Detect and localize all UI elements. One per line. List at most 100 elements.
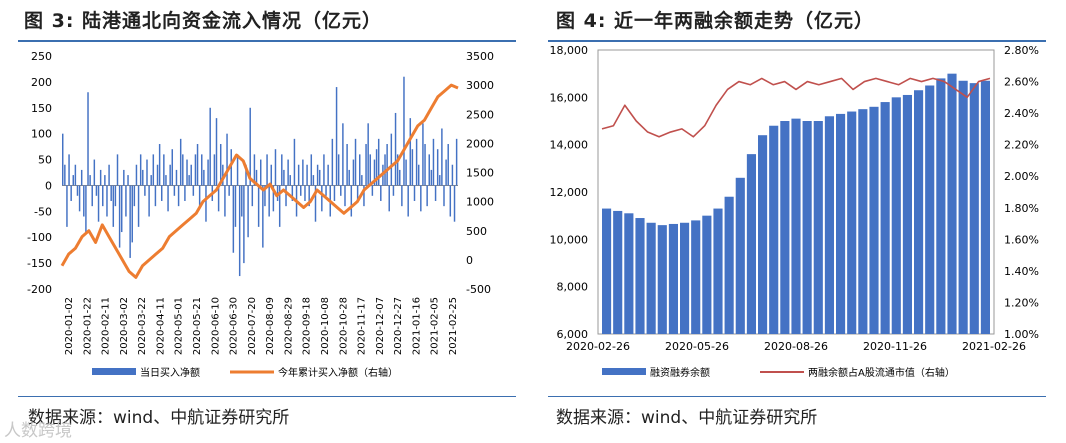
daily-net-buy-bar bbox=[247, 185, 249, 238]
daily-net-buy-bar bbox=[207, 159, 209, 186]
daily-net-buy-bar bbox=[262, 185, 264, 248]
daily-net-buy-bar bbox=[447, 144, 449, 186]
daily-net-buy-bar bbox=[278, 185, 281, 227]
daily-net-buy-bar bbox=[125, 185, 127, 217]
daily-net-buy-bar bbox=[146, 159, 148, 186]
daily-net-buy-bar bbox=[245, 164, 247, 186]
daily-net-buy-bar bbox=[219, 144, 222, 186]
daily-net-buy-bar bbox=[217, 185, 220, 212]
right-y-tick-label: -500 bbox=[466, 283, 491, 296]
daily-net-buy-bar bbox=[396, 154, 399, 186]
left-y-tick-label: -100 bbox=[27, 231, 52, 244]
daily-net-buy-bar bbox=[291, 185, 294, 201]
right-y-tick-label: 2000 bbox=[466, 137, 494, 150]
daily-net-buy-bar bbox=[436, 149, 439, 186]
daily-net-buy-bar bbox=[314, 185, 317, 222]
daily-net-buy-bar bbox=[394, 112, 397, 186]
margin-balance-bar bbox=[858, 109, 868, 335]
daily-net-buy-bar bbox=[62, 133, 64, 186]
margin-balance-bar bbox=[936, 78, 946, 335]
daily-net-buy-bar bbox=[411, 149, 414, 186]
legend-bar-swatch bbox=[92, 368, 136, 375]
x-tick-label: 2020-01-22 bbox=[82, 297, 93, 355]
margin-balance-bar bbox=[891, 97, 901, 334]
daily-net-buy-bar bbox=[449, 185, 452, 217]
left-source-rule bbox=[18, 396, 516, 397]
daily-net-buy-bar bbox=[380, 185, 382, 201]
daily-net-buy-bar bbox=[281, 154, 283, 186]
daily-net-buy-bar bbox=[163, 154, 165, 186]
daily-net-buy-bar bbox=[424, 144, 426, 186]
x-tick-label: 2020-03-22 bbox=[137, 297, 148, 355]
daily-net-buy-bar bbox=[312, 175, 315, 186]
daily-net-buy-bar bbox=[93, 159, 96, 186]
right-y-tick-label: 1.20% bbox=[1004, 296, 1039, 309]
x-tick-label: 2020-04-11 bbox=[155, 297, 166, 355]
daily-net-buy-bar bbox=[432, 138, 435, 186]
daily-net-buy-bar bbox=[161, 185, 163, 201]
daily-net-buy-bar bbox=[356, 185, 359, 201]
daily-net-buy-bar bbox=[118, 185, 121, 248]
daily-net-buy-bar bbox=[215, 118, 218, 186]
daily-net-buy-bar bbox=[228, 185, 230, 196]
margin-balance-bar bbox=[657, 225, 667, 334]
daily-net-buy-bar bbox=[179, 138, 182, 186]
margin-balance-bar bbox=[802, 121, 812, 334]
daily-net-buy-bar bbox=[300, 185, 302, 196]
daily-net-buy-bar bbox=[173, 185, 176, 196]
left-y-tick-label: 14,000 bbox=[550, 139, 589, 152]
right-source-rule bbox=[548, 396, 1046, 397]
x-tick-label: 2020-10-08 bbox=[320, 297, 331, 355]
x-tick-label: 2020-02-11 bbox=[101, 297, 112, 355]
legend-bar-label: 当日买入净额 bbox=[140, 366, 200, 379]
daily-net-buy-bar bbox=[337, 154, 340, 186]
daily-net-buy-bar bbox=[236, 154, 239, 186]
daily-net-buy-bar bbox=[186, 159, 188, 186]
daily-net-buy-bar bbox=[177, 185, 180, 207]
right-y-tick-label: 0 bbox=[466, 254, 473, 267]
margin-balance-bar bbox=[969, 83, 979, 334]
left-y-tick-label: 6,000 bbox=[557, 328, 589, 341]
x-tick-label: 2021-02-25 bbox=[448, 297, 459, 355]
daily-net-buy-bar bbox=[205, 185, 207, 222]
daily-net-buy-bar bbox=[144, 185, 146, 196]
daily-net-buy-bar bbox=[150, 175, 152, 186]
margin-balance-bar bbox=[746, 154, 756, 334]
left-y-tick-label: 100 bbox=[31, 128, 52, 141]
daily-net-buy-bar bbox=[287, 159, 289, 186]
daily-net-buy-bar bbox=[361, 175, 363, 186]
right-y-tick-label: 2.60% bbox=[1004, 76, 1039, 89]
margin-ratio-line bbox=[601, 77, 991, 138]
legend-line-label: 今年累计买入净额（右轴） bbox=[278, 366, 398, 379]
margin-balance-bar bbox=[758, 135, 768, 334]
right-y-tick-label: 2.00% bbox=[1004, 170, 1039, 183]
right-y-tick-label: 2.20% bbox=[1004, 139, 1039, 152]
x-tick-label: 2020-01-02 bbox=[64, 297, 75, 355]
daily-net-buy-bar bbox=[85, 185, 87, 233]
daily-net-buy-bar bbox=[139, 154, 142, 186]
daily-net-buy-bar bbox=[335, 87, 338, 186]
daily-net-buy-bar bbox=[201, 154, 203, 186]
margin-balance-bar bbox=[769, 125, 779, 334]
daily-net-buy-bar bbox=[272, 185, 275, 212]
daily-net-buy-bar bbox=[203, 169, 205, 186]
margin-balance-bar bbox=[735, 177, 745, 334]
right-title-rule bbox=[548, 40, 1046, 42]
legend-bar-swatch bbox=[602, 368, 646, 375]
daily-net-buy-bar bbox=[70, 185, 72, 201]
daily-net-buy-bar bbox=[392, 185, 395, 196]
daily-net-buy-bar bbox=[375, 149, 378, 186]
x-tick-label: 2020-08-26 bbox=[764, 340, 828, 353]
daily-net-buy-bar bbox=[327, 164, 329, 186]
daily-net-buy-bar bbox=[230, 149, 232, 186]
left-y-tick-label: -200 bbox=[27, 283, 52, 296]
daily-net-buy-bar bbox=[106, 185, 108, 217]
daily-net-buy-bar bbox=[274, 149, 277, 186]
left-y-tick-label: 200 bbox=[31, 76, 52, 89]
x-tick-label: 2020-05-01 bbox=[174, 297, 185, 355]
right-y-tick-label: 2.40% bbox=[1004, 107, 1039, 120]
cumulative-net-buy-line bbox=[60, 83, 459, 279]
daily-net-buy-bar bbox=[367, 123, 369, 186]
margin-balance-bar bbox=[713, 208, 723, 334]
daily-net-buy-bar bbox=[318, 169, 321, 186]
